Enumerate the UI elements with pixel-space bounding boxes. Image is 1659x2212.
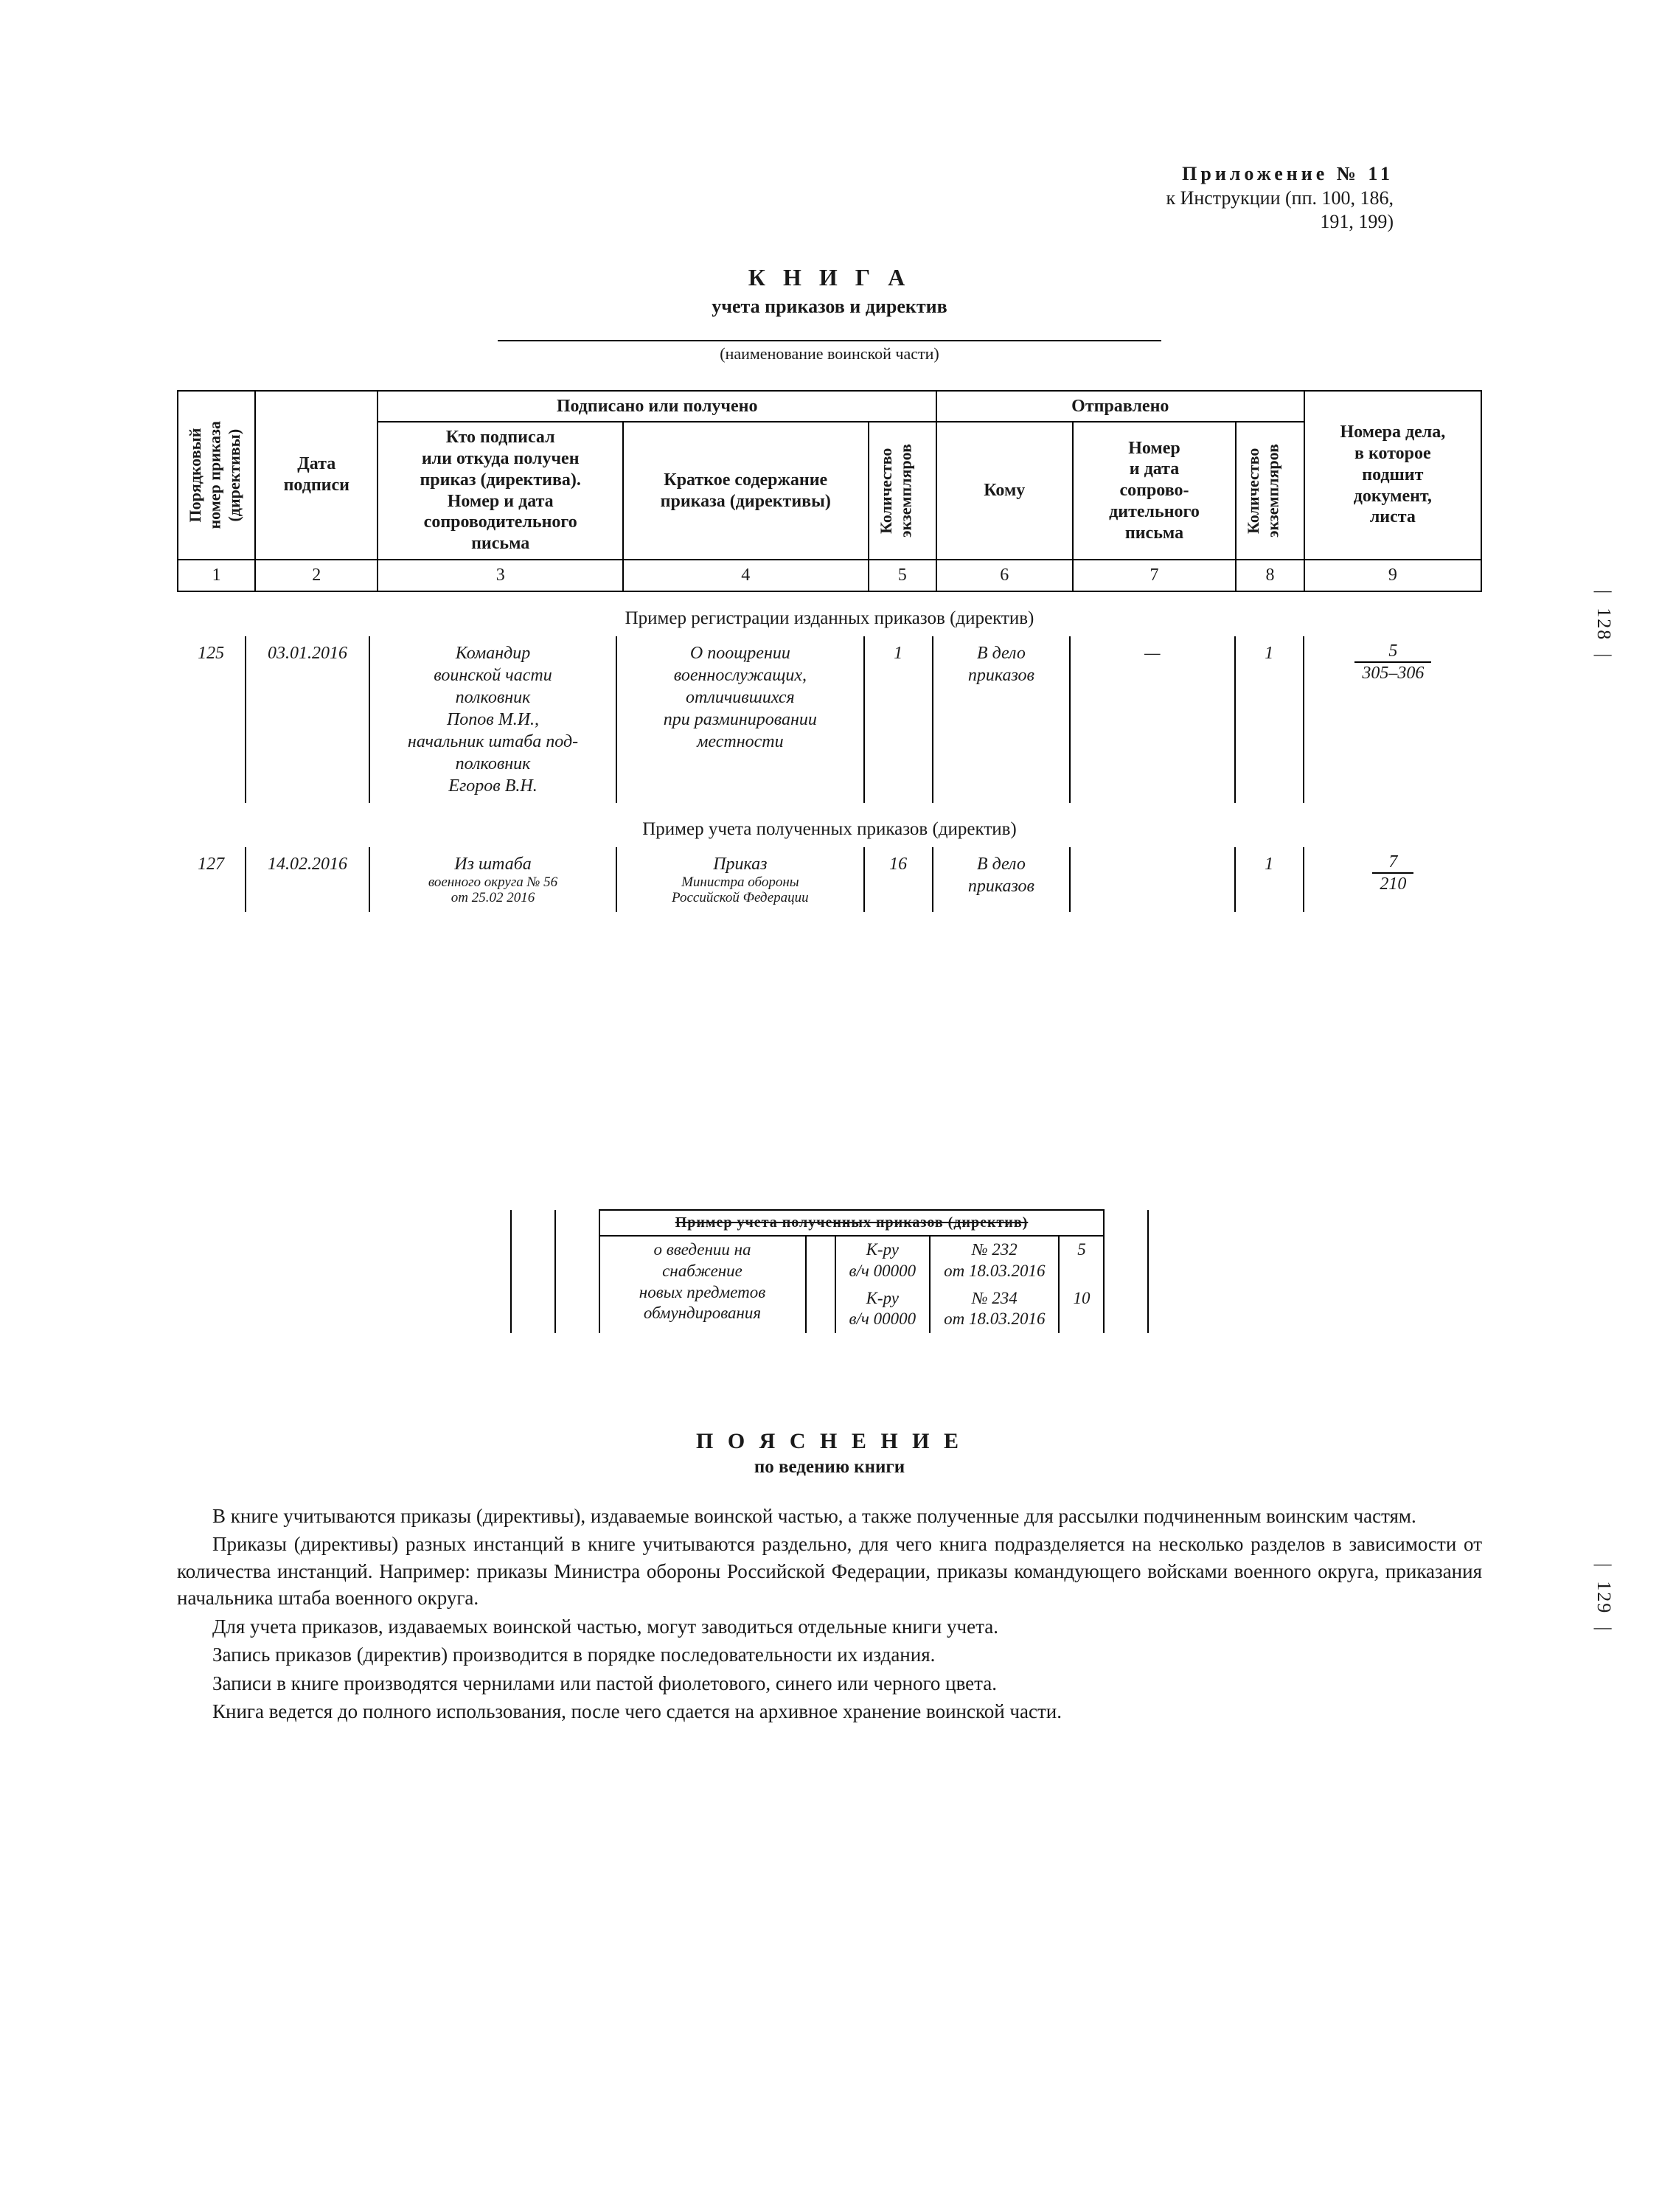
frag-r2-c7: № 234от 18.03.2016 xyxy=(930,1285,1059,1334)
frag-r1-c8: 5 xyxy=(1059,1236,1104,1285)
section2-label: Пример учета полученных приказов (директ… xyxy=(177,819,1482,840)
r2-c7 xyxy=(1070,847,1235,912)
para-4: Запись приказов (директив) производится … xyxy=(177,1641,1482,1668)
r2-c6: В делоприказов xyxy=(933,847,1070,912)
para-5: Записи в книге производятся чернилами ил… xyxy=(177,1670,1482,1697)
colnum-8: 8 xyxy=(1236,560,1304,591)
explain-title: П О Я С Н Е Н И Е xyxy=(177,1429,1482,1454)
col7-header: Номери датасопрово-дительногописьма xyxy=(1073,422,1237,560)
colnum-6: 6 xyxy=(936,560,1073,591)
colnum-9: 9 xyxy=(1304,560,1481,591)
page-2: Пример учета полученных приказов (директ… xyxy=(177,1209,1482,1727)
frag-r1-c7: № 232от 18.03.2016 xyxy=(930,1236,1059,1285)
explain-body: В книге учитываются приказы (директивы),… xyxy=(177,1503,1482,1725)
r2-c2: 14.02.2016 xyxy=(246,847,369,912)
frag-r2-c6: К-рув/ч 00000 xyxy=(835,1285,931,1334)
page-1: Приложение № 11 к Инструкции (пп. 100, 1… xyxy=(177,162,1482,912)
explain-subtitle: по ведению книги xyxy=(177,1457,1482,1478)
section1-label: Пример регистрации изданных приказов (ди… xyxy=(177,608,1482,629)
page-number-129: | 129 | xyxy=(1593,1563,1615,1632)
doc-subtitle: учета приказов и директив xyxy=(177,296,1482,318)
col2-header: Датаподписи xyxy=(255,391,378,560)
colnum-1: 1 xyxy=(178,560,255,591)
col4-header: Краткое содержаниеприказа (директивы) xyxy=(623,422,869,560)
doc-title: К Н И Г А xyxy=(177,264,1482,291)
colnum-3: 3 xyxy=(378,560,623,591)
para-3: Для учета приказов, издаваемых воинской … xyxy=(177,1613,1482,1640)
sample-row-2: 127 14.02.2016 Из штаба военного округа … xyxy=(177,847,1482,912)
r1-c9: 5 305–306 xyxy=(1304,636,1482,803)
r2-c4: Приказ Министра обороныРоссийской Федера… xyxy=(616,847,863,912)
appendix-block: Приложение № 11 к Инструкции (пп. 100, 1… xyxy=(177,162,1482,234)
header-table: Порядковыйномер приказа(директивы) Датап… xyxy=(177,390,1482,592)
unit-name-line xyxy=(498,340,1161,341)
r2-c8: 1 xyxy=(1235,847,1304,912)
col9-header: Номера дела,в котороеподшитдокумент,лист… xyxy=(1304,391,1481,560)
r2-c1: 127 xyxy=(177,847,246,912)
r2-c5: 16 xyxy=(864,847,933,912)
group-signed-header: Подписано или получено xyxy=(378,391,936,422)
appendix-line1: Приложение № 11 xyxy=(177,162,1394,187)
colnum-7: 7 xyxy=(1073,560,1237,591)
r2-c3: Из штаба военного округа № 56от 25.02 20… xyxy=(369,847,616,912)
sample-row-1: 125 03.01.2016 Командирвоинской частипол… xyxy=(177,636,1482,803)
colnum-5: 5 xyxy=(869,560,936,591)
r1-c2: 03.01.2016 xyxy=(246,636,369,803)
appendix-line2: к Инструкции (пп. 100, 186, xyxy=(177,187,1394,211)
fragment-table: Пример учета полученных приказов (директ… xyxy=(510,1209,1150,1333)
group-sent-header: Отправлено xyxy=(936,391,1304,422)
col5-header: Количествоэкземпляров xyxy=(875,437,917,545)
r1-c3: Командирвоинской частиполковникПопов М.И… xyxy=(369,636,616,803)
colnum-4: 4 xyxy=(623,560,869,591)
r1-c6: В делоприказов xyxy=(933,636,1070,803)
frag-c4: о введении на снабжениеновых предметовоб… xyxy=(599,1236,806,1333)
col8-header: Количествоэкземпляров xyxy=(1242,437,1284,545)
para-2: Приказы (директивы) разных инстанций в к… xyxy=(177,1531,1482,1611)
r1-c8: 1 xyxy=(1235,636,1304,803)
r1-c5: 1 xyxy=(864,636,933,803)
para-6: Книга ведется до полного использования, … xyxy=(177,1698,1482,1725)
r1-c1: 125 xyxy=(177,636,246,803)
col3-header: Кто подписалили откуда полученприказ (ди… xyxy=(378,422,623,560)
r1-c4: О поощрениивоеннослужащих,отличившихсяпр… xyxy=(616,636,863,803)
unit-caption: (наименование воинской части) xyxy=(177,344,1482,364)
frag-r1-c6: К-рув/ч 00000 xyxy=(835,1236,931,1285)
page-number-128: | 128 | xyxy=(1593,590,1615,658)
col6-header: Кому xyxy=(936,422,1073,560)
r2-c9: 7 210 xyxy=(1304,847,1482,912)
appendix-line3: 191, 199) xyxy=(177,210,1394,234)
fragment-header-cut: Пример учета полученных приказов (директ… xyxy=(599,1210,1105,1236)
colnum-2: 2 xyxy=(255,560,378,591)
r1-c7: — xyxy=(1070,636,1235,803)
frag-r2-c8: 10 xyxy=(1059,1285,1104,1334)
para-1: В книге учитываются приказы (директивы),… xyxy=(177,1503,1482,1529)
col1-header: Порядковыйномер приказа(директивы) xyxy=(184,414,246,537)
